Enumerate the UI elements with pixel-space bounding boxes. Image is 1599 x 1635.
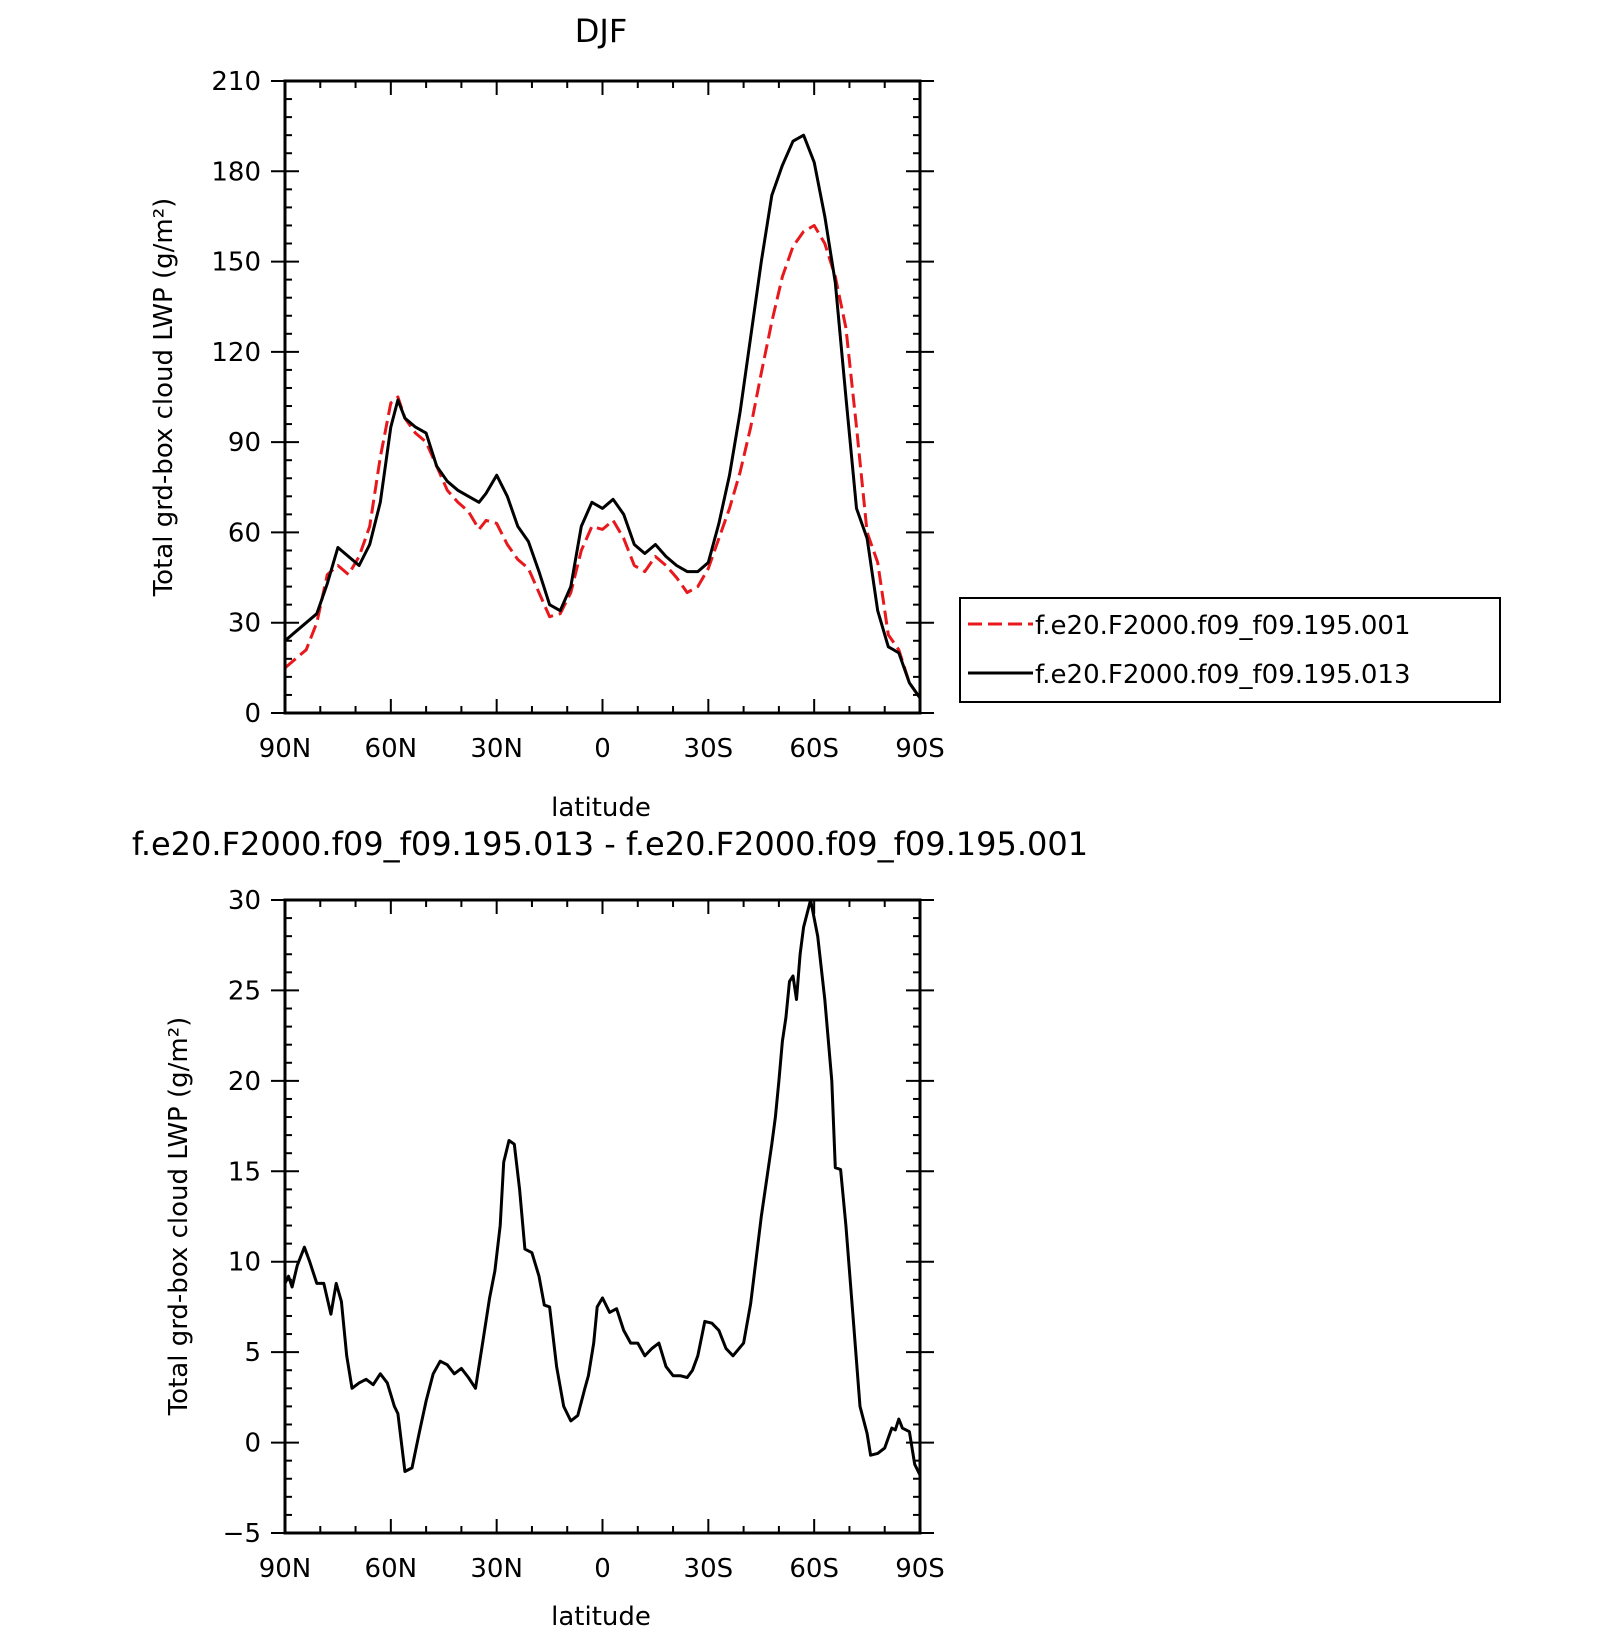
top-axes: 90N 60N 30N 0 30S 60S 90S 0 30 60 90 120 150 180 210 xyxy=(211,67,944,764)
legend-box xyxy=(959,597,1501,703)
bottom-x-tick-label: 30N xyxy=(470,1554,523,1584)
bottom-axes: 90N 60N 30N 0 30S 60S 90S −5 0 5 10 15 20 25 30 xyxy=(223,886,945,1584)
bottom-plot-frame xyxy=(283,898,922,1535)
top-chart-title: DJF xyxy=(575,12,627,50)
top-y-tick-label: 90 xyxy=(228,428,261,458)
bottom-series-1-line xyxy=(283,898,922,1476)
bottom-chart-title: f.e20.F2000.f09_f09.195.013 - f.e20.F200… xyxy=(132,825,1088,863)
top-y-tick-label: 210 xyxy=(211,67,261,97)
bottom-series-lines xyxy=(283,898,922,1476)
top-series-2-line xyxy=(284,133,922,699)
bottom-y-tick-label: −5 xyxy=(223,1519,261,1549)
bottom-x-tick-label: 90S xyxy=(895,1554,945,1584)
top-plot-frame xyxy=(283,79,922,715)
bottom-x-tick-label: 30S xyxy=(684,1554,734,1584)
top-y-tick-label: 0 xyxy=(244,699,261,729)
bottom-y-tick-label: 20 xyxy=(228,1067,261,1097)
legend-label-series-1: f.e20.F2000.f09_f09.195.001 xyxy=(1035,611,1411,641)
top-y-tick-label: 30 xyxy=(228,609,261,639)
top-y-tick-label: 120 xyxy=(211,338,261,368)
bottom-y-tick-label: 30 xyxy=(228,886,261,916)
bottom-y-tick-label: 5 xyxy=(244,1338,261,1368)
bottom-y-tick-label: 25 xyxy=(228,976,261,1006)
bottom-y-tick-label: 15 xyxy=(228,1157,261,1187)
top-x-axis-label: latitude xyxy=(551,793,651,823)
top-x-tick-label: 60N xyxy=(365,734,418,764)
top-y-tick-label: 60 xyxy=(228,518,261,548)
legend: f.e20.F2000.f09_f09.195.001 f.e20.F2000.… xyxy=(959,597,1501,703)
bottom-y-tick-label: 10 xyxy=(228,1248,261,1278)
top-x-tick-label: 90S xyxy=(895,734,945,764)
legend-label-series-2: f.e20.F2000.f09_f09.195.013 xyxy=(1035,660,1411,690)
top-x-tick-label: 30N xyxy=(470,734,523,764)
bottom-x-axis-label: latitude xyxy=(551,1602,651,1632)
top-panel: DJF 90N 60N 30N 0 30S 60S 90S 0 30 60 90 120 150 180 2… xyxy=(149,12,1501,823)
top-y-axis-label: Total grd-box cloud LWP (g/m²) xyxy=(149,198,179,598)
top-x-tick-label: 0 xyxy=(594,734,611,764)
top-x-tick-label: 30S xyxy=(684,734,734,764)
bottom-y-tick-label: 0 xyxy=(244,1429,261,1459)
bottom-y-axis-label: Total grd-box cloud LWP (g/m²) xyxy=(164,1017,194,1417)
bottom-x-tick-label: 0 xyxy=(594,1554,611,1584)
top-series-lines xyxy=(284,133,922,699)
bottom-panel: f.e20.F2000.f09_f09.195.013 - f.e20.F200… xyxy=(132,825,1088,1632)
bottom-x-tick-label: 60N xyxy=(365,1554,418,1584)
bottom-x-tick-label: 90N xyxy=(259,1554,312,1584)
top-x-tick-label: 60S xyxy=(789,734,839,764)
top-y-tick-label: 180 xyxy=(211,157,261,187)
bottom-x-tick-label: 60S xyxy=(789,1554,839,1584)
top-series-1-line xyxy=(284,224,922,699)
top-x-tick-label: 90N xyxy=(259,734,312,764)
top-y-tick-label: 150 xyxy=(211,248,261,278)
